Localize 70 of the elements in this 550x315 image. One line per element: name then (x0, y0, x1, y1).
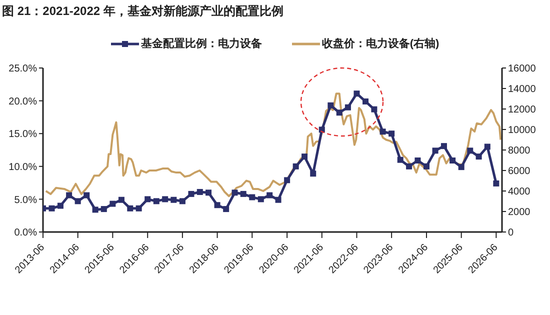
y2-tick-label: 10000 (508, 125, 536, 136)
point (118, 196, 124, 203)
y-tick-label: 20.0% (8, 96, 38, 108)
y-tick-label: 15.0% (8, 129, 38, 140)
point (144, 196, 151, 202)
point (493, 180, 500, 186)
point (92, 206, 98, 213)
point (153, 198, 160, 204)
y-tick-label: 5.0% (14, 194, 38, 206)
legend-label: 基金配置比例：电力设备 (140, 36, 262, 51)
point (196, 188, 203, 195)
y2-tick-label: 2000 (508, 207, 531, 218)
point (170, 196, 177, 203)
point (188, 190, 194, 197)
point (406, 163, 412, 170)
point (84, 192, 90, 198)
y-tick-label: 25.0% (8, 64, 38, 75)
y-tick-label: 0.0% (14, 228, 38, 239)
point (284, 177, 290, 184)
legend-label: 收盘价：电力设备(右轴) (322, 36, 440, 51)
point (179, 198, 186, 204)
point (302, 154, 308, 160)
point (380, 128, 386, 135)
point (127, 205, 134, 212)
point (100, 206, 107, 212)
point (240, 190, 246, 197)
y2-tick-label: 16000 (508, 64, 536, 75)
point (258, 196, 264, 202)
y2-tick-label: 0 (508, 228, 514, 239)
point (354, 90, 360, 97)
y2-tick-label: 8000 (508, 146, 531, 157)
y2-tick-label: 12000 (508, 104, 536, 116)
point (292, 163, 299, 170)
point (450, 157, 456, 164)
point (110, 200, 116, 207)
point (328, 102, 334, 108)
point (66, 192, 72, 198)
point (266, 192, 273, 198)
y-tick-label: 10.0% (8, 162, 38, 173)
point (362, 98, 369, 104)
y2-tick-label: 4000 (508, 186, 531, 198)
point (275, 196, 282, 203)
point (162, 196, 168, 202)
chart-title: 图 21：2021-2022 年，基金对新能源产业的配置比例 (2, 3, 284, 20)
point (74, 198, 81, 204)
point (397, 156, 404, 163)
point (424, 163, 430, 170)
point (318, 126, 325, 133)
point (467, 148, 474, 154)
point (214, 202, 220, 208)
point (388, 130, 395, 137)
point (414, 157, 421, 164)
y2-tick-label: 6000 (508, 166, 531, 178)
point (458, 164, 464, 170)
point (440, 143, 447, 150)
point (476, 154, 482, 160)
y2-tick-label: 14000 (508, 84, 536, 96)
point (371, 106, 378, 112)
point (432, 148, 438, 154)
point (206, 190, 212, 196)
point (484, 144, 490, 150)
point (136, 205, 142, 212)
point (249, 194, 256, 200)
point (232, 190, 238, 196)
point (336, 110, 342, 116)
point (310, 170, 316, 177)
point (48, 205, 55, 212)
point (223, 206, 230, 212)
point (344, 104, 351, 110)
point (57, 202, 64, 209)
